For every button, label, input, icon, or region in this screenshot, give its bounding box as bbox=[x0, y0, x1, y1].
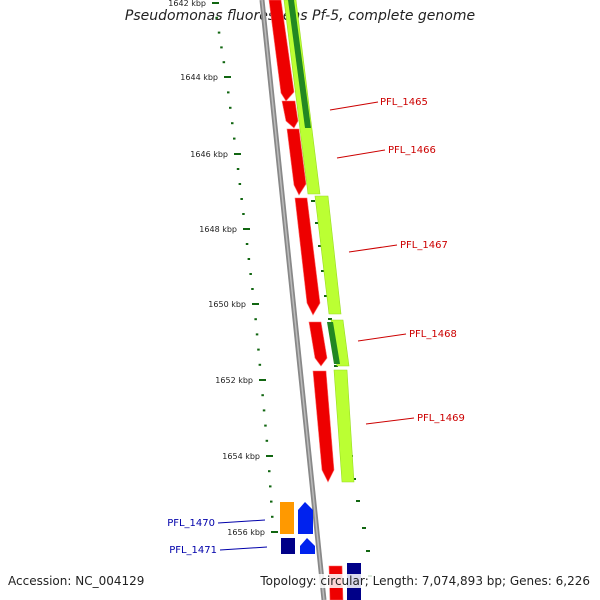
outer-minor-tick bbox=[324, 295, 328, 297]
minor-tick bbox=[217, 31, 221, 34]
gene-labels[interactable]: PFL_1465 PFL_1466 PFL_1467 PFL_1468 PFL_1469… bbox=[167, 97, 465, 556]
minor-tick bbox=[229, 106, 232, 109]
minor-tick bbox=[238, 183, 242, 185]
gene-label-leader bbox=[219, 546, 268, 551]
accession-text: Accession: NC_004129 bbox=[8, 574, 145, 588]
gene-overlap-feature[interactable] bbox=[288, 0, 311, 128]
map-title: Pseudomonas fluorescens Pf-5, complete g… bbox=[124, 8, 476, 24]
cds-feature[interactable] bbox=[286, 128, 307, 196]
cds-feature[interactable] bbox=[308, 321, 328, 367]
gene-label[interactable]: PFL_1467 bbox=[400, 240, 448, 251]
minor-tick bbox=[258, 363, 262, 366]
outer-minor-tick bbox=[315, 222, 319, 224]
gene-label[interactable]: PFL_1471 bbox=[169, 545, 217, 556]
minor-tick bbox=[270, 500, 273, 503]
tick-label: 1654 kbp bbox=[222, 452, 260, 461]
outer-minor-tick bbox=[334, 365, 338, 367]
minor-tick bbox=[262, 409, 266, 412]
minor-tick bbox=[269, 485, 272, 488]
minor-tick bbox=[251, 288, 254, 290]
minor-tick bbox=[265, 439, 269, 442]
gene-label-leader bbox=[217, 519, 266, 524]
minor-tick bbox=[264, 424, 267, 427]
outer-minor-tick bbox=[321, 270, 325, 272]
outer-minor-tick bbox=[366, 550, 370, 552]
minor-tick bbox=[215, 16, 218, 19]
cds-feature[interactable] bbox=[294, 197, 321, 316]
minor-tick bbox=[240, 198, 243, 200]
gene-feature[interactable] bbox=[333, 369, 355, 483]
minor-tick bbox=[233, 137, 236, 140]
gene-label-leader bbox=[348, 244, 398, 253]
minor-tick bbox=[261, 394, 264, 397]
tick-label: 1656 kbp bbox=[227, 528, 265, 537]
gene-label-leader bbox=[329, 101, 379, 111]
gene-overlap-feature[interactable] bbox=[327, 322, 340, 364]
minor-tick bbox=[271, 515, 274, 518]
cds-feature[interactable] bbox=[312, 370, 335, 483]
gene-feature[interactable] bbox=[314, 195, 342, 315]
outer-minor-tick bbox=[356, 500, 360, 502]
minor-tick bbox=[257, 348, 260, 351]
minor-tick bbox=[236, 168, 240, 170]
minor-tick bbox=[254, 318, 257, 321]
cds-feature[interactable] bbox=[268, 0, 295, 102]
minor-tick bbox=[242, 213, 245, 215]
tick-label: 1650 kbp bbox=[208, 300, 246, 309]
tick-label: 1644 kbp bbox=[180, 73, 218, 82]
outer-minor-tick bbox=[318, 245, 322, 247]
minor-tick bbox=[227, 91, 230, 94]
outer-minor-tick bbox=[311, 200, 315, 202]
backbone-highlight bbox=[261, 0, 325, 600]
rna-feature[interactable] bbox=[298, 502, 313, 534]
trna-feature[interactable] bbox=[280, 502, 294, 534]
scale-ticks: 1642 kbp 1644 kbp 1646 kbp 1648 kbp 1650 kbp… bbox=[168, 0, 372, 577]
gene-label[interactable]: PFL_1470 bbox=[167, 518, 215, 529]
tick-label: 1648 kbp bbox=[199, 225, 237, 234]
gene-label[interactable]: PFL_1466 bbox=[388, 145, 436, 156]
genome-backbone bbox=[259, 0, 327, 600]
minor-tick bbox=[231, 122, 234, 125]
minor-tick bbox=[222, 61, 226, 64]
gene-label-leader bbox=[336, 149, 386, 159]
gene-label-leader bbox=[357, 333, 407, 342]
minor-tick bbox=[255, 333, 259, 336]
minor-tick bbox=[245, 243, 249, 245]
rna-feature-small[interactable] bbox=[300, 538, 315, 554]
minor-tick bbox=[249, 273, 252, 275]
outer-minor-tick bbox=[328, 318, 332, 320]
tick-label: 1642 kbp bbox=[168, 0, 206, 8]
gene-label[interactable]: PFL_1468 bbox=[409, 329, 457, 340]
outer-minor-tick bbox=[362, 527, 366, 529]
gene-label[interactable]: PFL_1465 bbox=[380, 97, 428, 108]
minor-tick bbox=[247, 258, 251, 260]
gene-label[interactable]: PFL_1469 bbox=[417, 413, 465, 424]
tick-label: 1646 kbp bbox=[190, 150, 228, 159]
genome-summary-text: Topology: circular; Length: 7,074,893 bp… bbox=[260, 574, 590, 588]
rna-feature-small[interactable] bbox=[281, 538, 295, 554]
gene-label-leader bbox=[365, 417, 415, 425]
tick-label: 1652 kbp bbox=[215, 376, 253, 385]
cds-feature[interactable] bbox=[281, 100, 299, 129]
minor-tick bbox=[268, 470, 271, 473]
minor-tick bbox=[220, 46, 223, 49]
